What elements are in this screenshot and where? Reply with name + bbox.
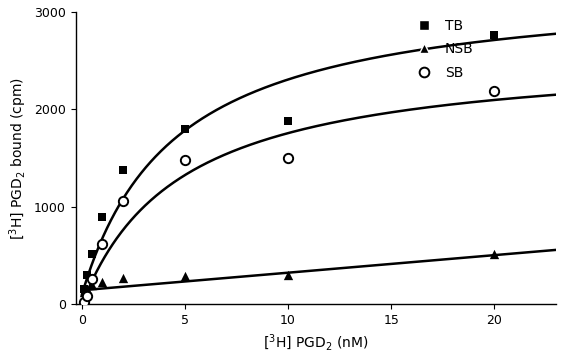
Point — [284, 272, 293, 278]
Point — [88, 276, 97, 282]
Point — [284, 118, 293, 124]
Point — [83, 272, 92, 278]
Point — [181, 157, 190, 163]
Y-axis label: [$^{3}$H] PGD$_{2}$ bound (cpm): [$^{3}$H] PGD$_{2}$ bound (cpm) — [7, 77, 29, 240]
Point — [119, 167, 128, 173]
Point — [490, 32, 499, 38]
Point — [490, 88, 499, 94]
Point — [119, 198, 128, 204]
Point — [181, 273, 190, 279]
Point — [98, 214, 107, 220]
X-axis label: [$^{3}$H] PGD$_{2}$ (nM): [$^{3}$H] PGD$_{2}$ (nM) — [263, 333, 369, 353]
Point — [79, 300, 88, 305]
Point — [119, 275, 128, 281]
Point — [79, 286, 88, 292]
Point — [83, 293, 92, 298]
Point — [490, 251, 499, 257]
Point — [88, 282, 97, 288]
Point — [88, 251, 97, 257]
Point — [181, 126, 190, 132]
Legend: TB, NSB, SB: TB, NSB, SB — [404, 13, 479, 86]
Point — [79, 289, 88, 294]
Point — [284, 155, 293, 161]
Point — [98, 279, 107, 285]
Point — [98, 241, 107, 247]
Point — [83, 286, 92, 292]
